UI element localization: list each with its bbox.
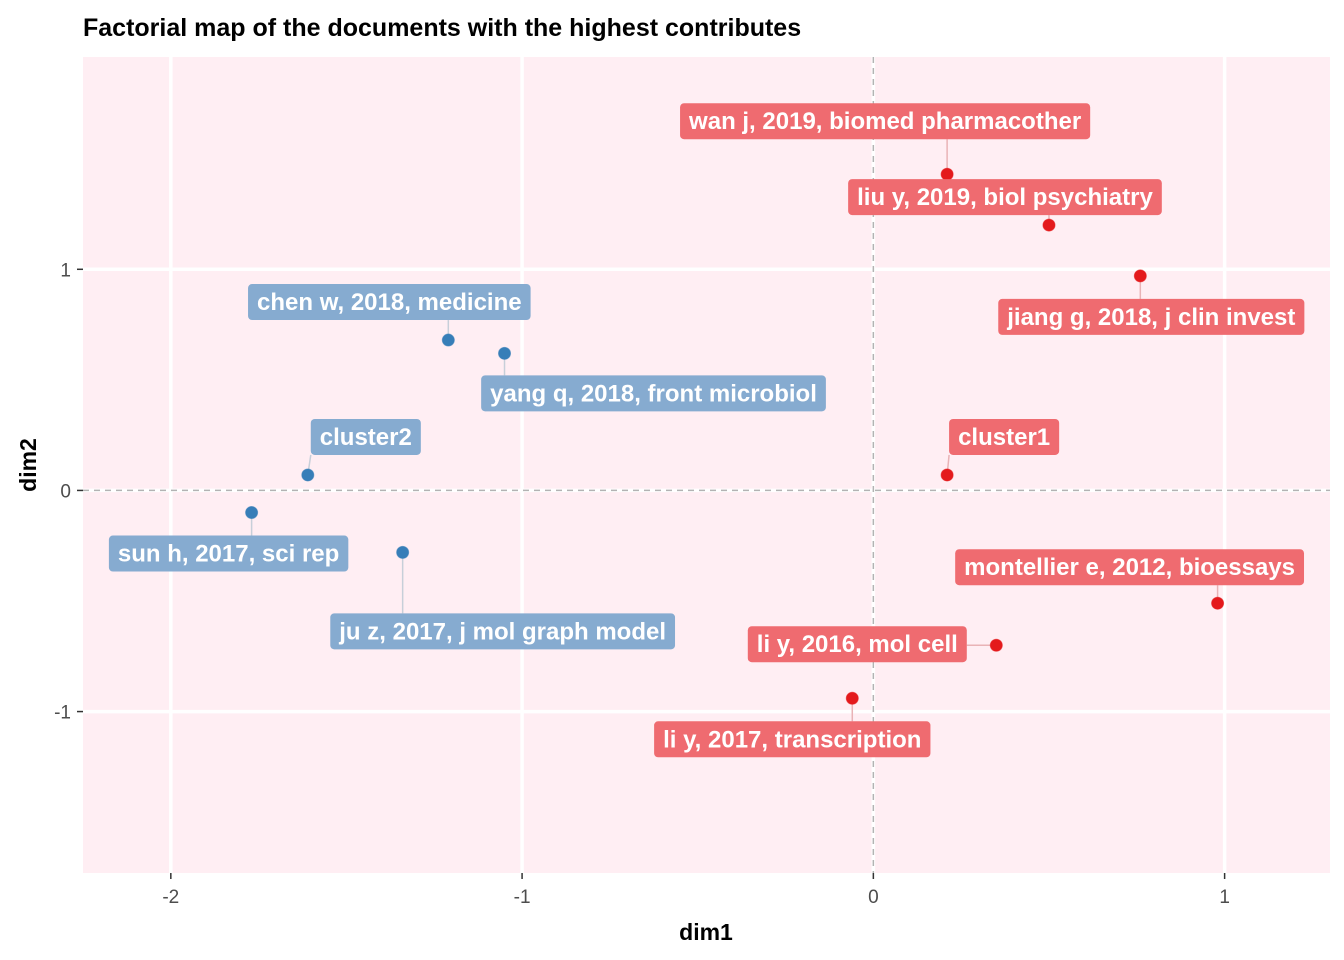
point-label-liu-y-2019-biol-psychiatry: liu y, 2019, biol psychiatry xyxy=(857,184,1153,211)
point-label-li-y-2017-transcription: li y, 2017, transcription xyxy=(663,726,921,753)
data-points xyxy=(245,167,1225,705)
x-axis-title: dim1 xyxy=(679,919,733,945)
point-yang-q-2018-front-microbiol xyxy=(498,346,512,360)
point-montellier-e-2012-bioessays xyxy=(1211,596,1225,610)
x-tick-label-0: -2 xyxy=(162,887,179,908)
point-jiang-g-2018-j-clin-invest xyxy=(1133,269,1147,283)
label-box-ju-z-2017-j-mol-graph-model xyxy=(330,613,676,650)
point-label-li-y-2016-mol-cell: li y, 2016, mol cell xyxy=(757,631,958,658)
x-tick-label-3: 1 xyxy=(1219,887,1230,908)
x-tick-label-1: -1 xyxy=(514,887,531,908)
point-label-wan-j-2019-biomed-pharmacother: wan j, 2019, biomed pharmacother xyxy=(688,108,1081,135)
label-box-cluster1 xyxy=(949,418,1060,455)
point-wan-j-2019-biomed-pharmacother xyxy=(940,167,954,181)
point-label-ju-z-2017-j-mol-graph-model: ju z, 2017, j mol graph model xyxy=(338,618,666,645)
y-axis-title: dim2 xyxy=(15,438,41,492)
label-box-chen-w-2018-medicine xyxy=(248,284,531,321)
point-label-montellier-e-2012-bioessays: montellier e, 2012, bioessays xyxy=(964,554,1295,581)
label-box-wan-j-2019-biomed-pharmacother xyxy=(680,103,1091,140)
point-label-sun-h-2017-sci-rep: sun h, 2017, sci rep xyxy=(118,541,339,568)
axis-ticks: -2 -1 0 1 -1 0 1 xyxy=(54,260,1230,908)
label-box-li-y-2017-transcription xyxy=(654,721,931,758)
label-box-montellier-e-2012-bioessays xyxy=(955,549,1305,586)
point-ju-z-2017-j-mol-graph-model xyxy=(396,545,410,559)
label-box-liu-y-2019-biol-psychiatry xyxy=(848,179,1162,216)
point-label-yang-q-2018-front-microbiol: yang q, 2018, front microbiol xyxy=(490,380,817,407)
point-chen-w-2018-medicine xyxy=(441,333,455,347)
x-tick-label-2: 0 xyxy=(868,887,879,908)
y-tick-label-2: 1 xyxy=(60,260,71,281)
point-sun-h-2017-sci-rep xyxy=(245,506,259,520)
label-box-cluster2 xyxy=(310,418,421,455)
point-cluster2 xyxy=(301,468,315,482)
label-box-li-y-2016-mol-cell xyxy=(747,626,967,663)
point-cluster1 xyxy=(940,468,954,482)
label-box-sun-h-2017-sci-rep xyxy=(108,535,349,572)
point-li-y-2017-transcription xyxy=(845,691,859,705)
point-li-y-2016-mol-cell xyxy=(989,638,1003,652)
y-tick-label-1: 0 xyxy=(60,481,71,502)
point-labels: wan j, 2019, biomed pharmacother liu y, 2… xyxy=(108,103,1305,758)
y-tick-label-0: -1 xyxy=(54,703,71,724)
point-label-cluster1: cluster1 xyxy=(958,424,1050,451)
point-liu-y-2019-biol-psychiatry xyxy=(1042,218,1056,232)
point-label-cluster2: cluster2 xyxy=(320,424,412,451)
point-label-chen-w-2018-medicine: chen w, 2018, medicine xyxy=(257,289,522,316)
label-box-yang-q-2018-front-microbiol xyxy=(481,375,826,412)
chart-title: Factorial map of the documents with the … xyxy=(83,14,801,42)
point-label-jiang-g-2018-j-clin-invest: jiang g, 2018, j clin invest xyxy=(1006,304,1295,331)
label-box-jiang-g-2018-j-clin-invest xyxy=(998,298,1305,335)
